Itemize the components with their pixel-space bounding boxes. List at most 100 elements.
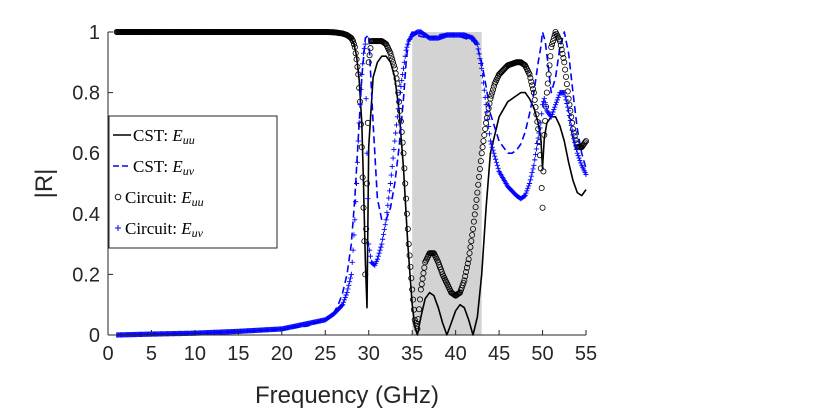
circuit-uv-point — [494, 162, 500, 168]
circuit-uv-point — [525, 185, 531, 191]
circuit-uu-point — [481, 132, 488, 139]
circuit-uu-point — [490, 86, 497, 93]
circuit-uv-point — [549, 111, 555, 118]
x-tick-label: 35 — [401, 343, 423, 365]
circuit-uv-point — [379, 241, 385, 247]
circuit-uv-point — [566, 113, 573, 119]
circuit-uu-point — [403, 195, 410, 202]
circuit-uu-point — [398, 128, 405, 135]
circuit-uv-point — [548, 114, 554, 120]
circuit-uv-point — [342, 294, 348, 301]
circuit-uv-point — [572, 143, 579, 149]
circuit-uu-point — [465, 256, 472, 263]
circuit-uu-point — [480, 138, 487, 145]
circuit-uv-point — [386, 195, 392, 201]
circuit-uu-point — [482, 125, 489, 132]
circuit-uu-point — [405, 241, 412, 248]
legend-box — [108, 115, 278, 249]
circuit-uv-point — [477, 56, 483, 62]
circuit-uv-point — [380, 231, 387, 238]
legend-label-subscript: uv — [192, 226, 204, 240]
circuit-uu-point — [526, 71, 533, 78]
circuit-uu-point — [389, 56, 396, 63]
circuit-uu-point — [565, 95, 572, 102]
circuit-uu-point — [416, 306, 423, 313]
circuit-uu-point — [354, 63, 361, 70]
circuit-uv-point — [479, 65, 485, 71]
circuit-uu-point — [539, 204, 546, 211]
circuit-uu-point — [365, 59, 372, 66]
circuit-uu-point — [488, 92, 495, 99]
circuit-uv-point — [381, 226, 387, 233]
circuit-uv-point — [481, 87, 487, 93]
circuit-uu-point — [388, 53, 395, 60]
x-tick-label: 25 — [314, 343, 336, 365]
circuit-uv-point — [362, 41, 368, 47]
circuit-uu-point — [364, 119, 371, 126]
circuit-uv-point — [393, 130, 399, 136]
circuit-uu-point — [463, 268, 470, 275]
circuit-uv-point — [399, 77, 405, 84]
circuit-uu-point — [561, 59, 568, 66]
circuit-uv-point — [355, 138, 361, 144]
circuit-uv-point — [363, 96, 369, 102]
circuit-uu-point — [400, 150, 407, 157]
circuit-uu-point — [417, 296, 424, 303]
circuit-uv-point — [353, 180, 360, 187]
circuit-uv-point — [366, 241, 372, 247]
legend-label-text: CST: — [133, 157, 172, 176]
circuit-uv-point — [367, 253, 374, 259]
circuit-uv-point — [526, 180, 533, 187]
circuit-uv-point — [473, 40, 480, 46]
circuit-uu-point — [415, 316, 422, 323]
circuit-uv-point — [554, 97, 560, 103]
circuit-uu-point — [532, 104, 539, 111]
circuit-uu-point — [528, 78, 535, 85]
circuit-uu-point — [403, 210, 410, 217]
circuit-uv-point — [392, 138, 398, 144]
circuit-uu-point — [406, 252, 413, 259]
x-tick-label: 20 — [271, 343, 293, 365]
circuit-uv-point — [401, 59, 407, 65]
circuit-uu-point — [563, 73, 570, 80]
circuit-uv-point — [380, 236, 386, 242]
circuit-uv-point — [396, 98, 402, 104]
y-tick-label: 0.6 — [72, 143, 100, 165]
circuit-uv-point — [489, 144, 495, 150]
circuit-uv-point — [524, 188, 530, 194]
circuit-uv-point — [365, 196, 371, 202]
legend-label-text: Circuit: — [125, 188, 181, 207]
circuit-uu-point — [569, 125, 576, 132]
legend-item: CST: Euv — [113, 157, 195, 178]
circuit-uv-point — [361, 46, 367, 52]
circuit-uu-point — [536, 139, 543, 146]
circuit-uu-point — [462, 273, 469, 280]
circuit-uv-point — [479, 73, 486, 79]
circuit-uu-point — [456, 290, 463, 297]
circuit-uu-point — [407, 263, 414, 270]
circuit-uv-point — [382, 222, 388, 228]
circuit-uv-point — [526, 183, 532, 189]
x-axis-label: Frequency (GHz) — [255, 382, 439, 409]
circuit-uv-point — [542, 100, 548, 106]
circuit-uu-point — [538, 185, 545, 192]
circuit-uu-point — [356, 85, 363, 92]
circuit-uv-point — [536, 130, 542, 136]
circuit-uu-point — [360, 204, 367, 211]
circuit-uv-point — [493, 159, 500, 165]
circuit-uu-point — [367, 45, 374, 52]
circuit-uu-point — [394, 80, 401, 87]
circuit-uv-point — [523, 190, 529, 196]
circuit-uv-point — [475, 46, 481, 52]
circuit-uu-point — [529, 85, 536, 92]
circuit-uu-point — [411, 316, 418, 323]
circuit-uu-point — [476, 165, 483, 172]
circuit-uu-point — [534, 118, 541, 125]
circuit-uv-point — [352, 217, 358, 223]
circuit-uv-point — [366, 247, 373, 253]
legend-label: CST: Euv — [133, 157, 195, 178]
circuit-uv-point — [389, 163, 395, 170]
circuit-uu-point — [533, 111, 540, 118]
circuit-uv-point — [493, 156, 499, 162]
circuit-uv-point — [340, 299, 347, 305]
